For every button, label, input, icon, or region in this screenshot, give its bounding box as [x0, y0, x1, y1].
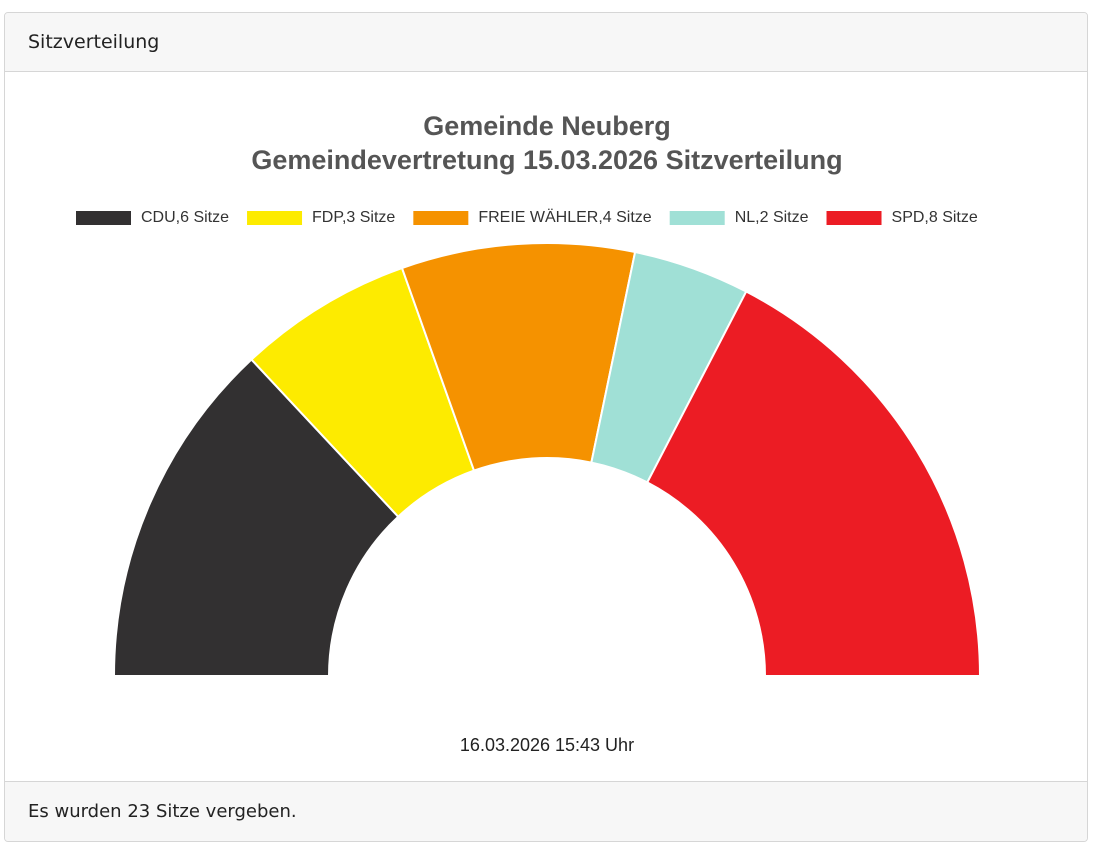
- card: Sitzverteilung Es wurden 23 Sitze vergeb…: [4, 12, 1088, 842]
- legend-swatch: [413, 211, 469, 225]
- legend-swatch: [826, 211, 882, 225]
- legend-swatch: [247, 211, 303, 225]
- legend-label: FREIE WÄHLER,4 Sitze: [478, 208, 651, 226]
- legend-label: CDU,6 Sitze: [141, 209, 229, 226]
- card-header: Sitzverteilung: [5, 13, 1087, 72]
- seat-segment: [112, 358, 400, 677]
- card-footer: Es wurden 23 Sitze vergeben.: [5, 781, 1087, 841]
- legend-label: SPD,8 Sitze: [892, 209, 978, 226]
- legend-label: FDP,3 Sitze: [312, 209, 395, 226]
- legend-swatch: [669, 211, 725, 225]
- seat-segment: [645, 290, 982, 677]
- timestamp: 16.03.2026 15:43 Uhr: [460, 735, 634, 755]
- legend-label: NL,2 Sitze: [735, 209, 809, 226]
- legend-swatch: [76, 211, 131, 225]
- chart-subtitle: Gemeindevertretung 15.03.2026 Sitzvertei…: [251, 145, 842, 175]
- chart-title: Gemeinde Neuberg: [423, 111, 671, 141]
